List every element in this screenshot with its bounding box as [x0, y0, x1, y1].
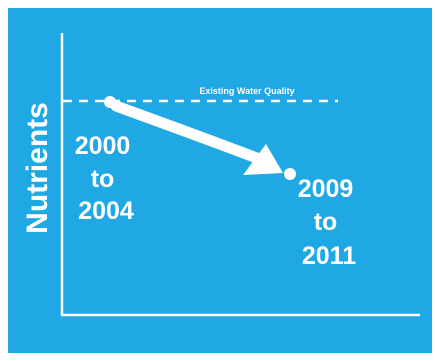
- existing-quality-label: Existing Water Quality: [199, 86, 294, 96]
- start-period-year-from: 2000: [75, 132, 131, 160]
- trend-arrow-head: [243, 144, 283, 175]
- end-point: [284, 168, 296, 180]
- end-period-year-from: 2009: [298, 175, 354, 203]
- y-axis-label: Nutrients: [21, 102, 54, 234]
- start-period-to: to: [91, 165, 115, 193]
- start-period-label: 2000 to 2004: [75, 132, 138, 225]
- end-period-label: 2009 to 2011: [298, 175, 361, 270]
- diagram-background: [8, 8, 432, 353]
- end-period-to: to: [314, 208, 338, 236]
- start-period-year-to: 2004: [78, 197, 134, 225]
- trend-arrow-shaft: [110, 100, 268, 166]
- end-period-year-to: 2011: [302, 242, 356, 270]
